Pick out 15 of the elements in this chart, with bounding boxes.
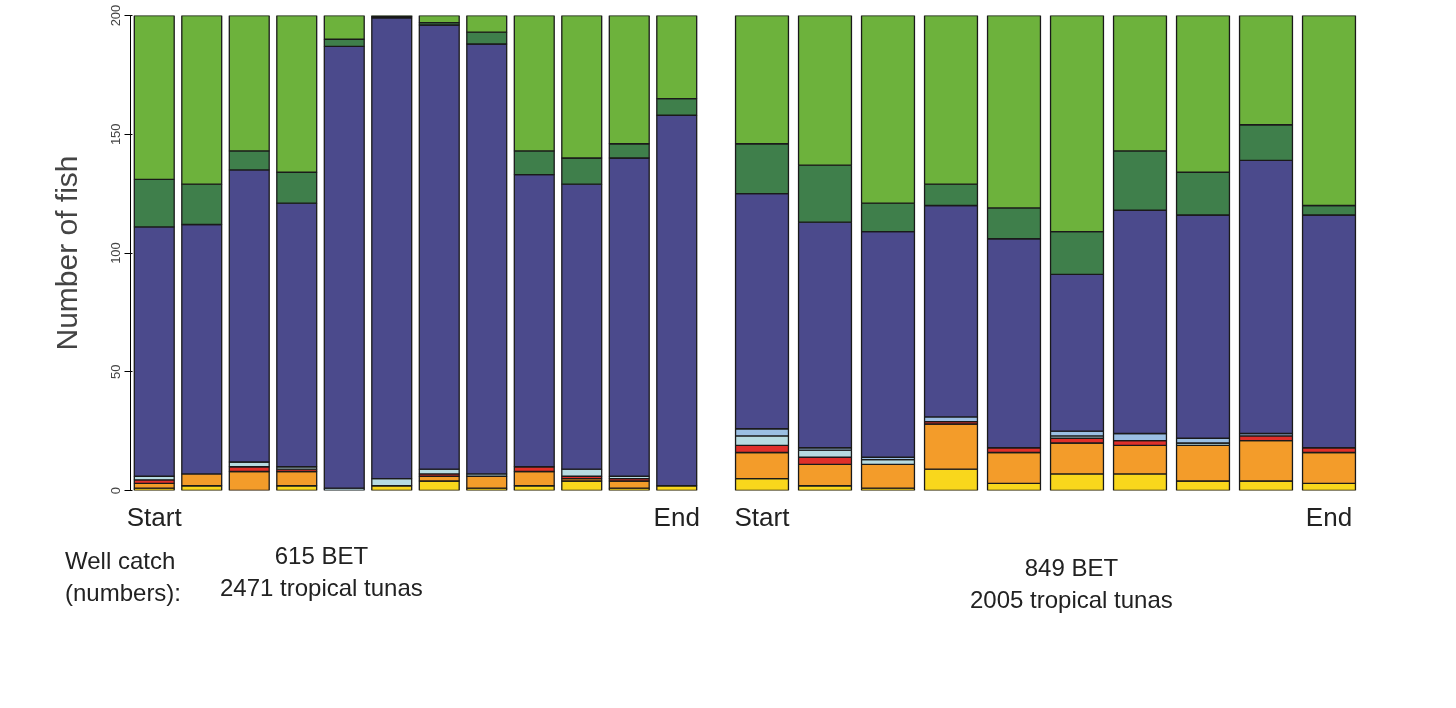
x-tick-label: End	[1305, 501, 1353, 532]
text: Well catch (numbers):	[65, 546, 182, 608]
text: 2471 tropical tunas	[220, 574, 423, 601]
text: 2005 tropical tunas	[970, 586, 1173, 613]
x-tick-label: End	[653, 501, 700, 532]
y-tick-label: 150	[107, 123, 123, 146]
y-tick-label: 0	[107, 486, 123, 495]
y-tick-label: 50	[107, 364, 123, 379]
x-tick-label: Start	[734, 501, 791, 532]
text: 615 BET	[274, 542, 369, 569]
y-tick-label: 100	[107, 242, 123, 264]
x-tick-label: Start	[126, 501, 183, 532]
y-tick-label: 200	[107, 4, 123, 27]
text: 849 BET	[1024, 554, 1119, 581]
y-axis-title: Number of fish	[49, 155, 83, 351]
